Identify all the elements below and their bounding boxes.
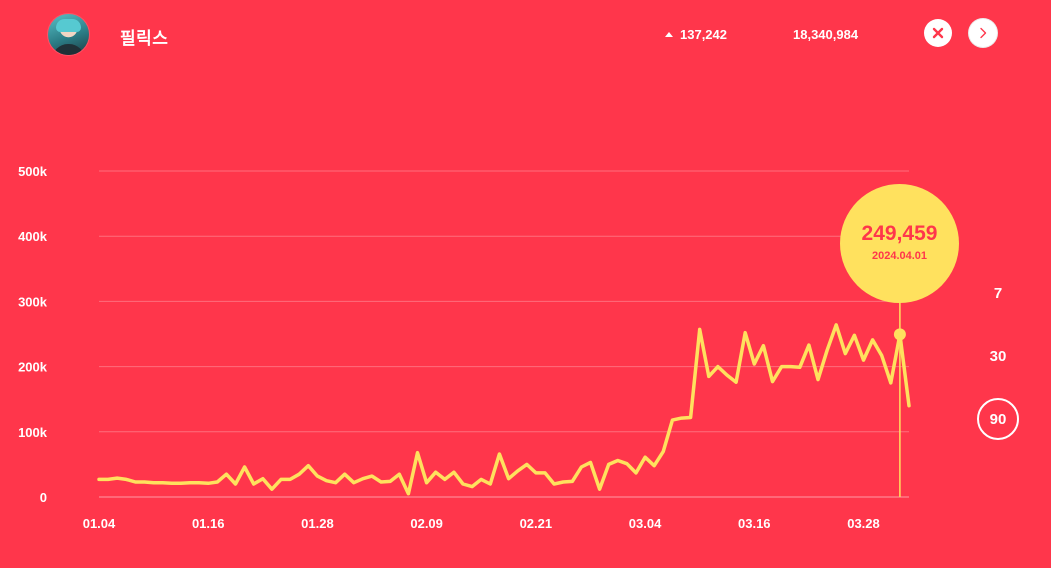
x-tick-label: 03.04 (629, 516, 662, 531)
total-count: 18,340,984 (793, 27, 859, 42)
range-option-30[interactable]: 30 (989, 347, 1007, 365)
close-icon (932, 27, 944, 39)
daily-change-value: 137,242 (680, 27, 727, 42)
y-tick-label: 0 (40, 490, 47, 505)
artist-avatar[interactable] (48, 14, 89, 55)
triangle-up-icon (665, 32, 673, 37)
x-tick-label: 01.04 (83, 516, 116, 531)
x-tick-label: 02.09 (410, 516, 443, 531)
y-tick-label: 200k (18, 360, 48, 375)
y-tick-label: 400k (18, 229, 48, 244)
highlight-date: 2024.04.01 (871, 249, 928, 262)
header: 필릭스 137,242 18,340,984 (0, 0, 1051, 70)
y-tick-label: 500k (18, 164, 48, 179)
next-button[interactable] (968, 18, 998, 48)
series-line (97, 323, 911, 496)
daily-change: 137,242 (665, 27, 727, 42)
avatar-hair (56, 19, 81, 32)
y-tick-label: 300k (18, 294, 48, 309)
highlight-bubble: 249,459 2024.04.01 (840, 184, 959, 303)
x-tick-label: 02.21 (520, 516, 553, 531)
range-option-90[interactable]: 90 (977, 398, 1019, 440)
x-tick-label: 01.28 (301, 516, 334, 531)
x-tick-label: 03.28 (847, 516, 880, 531)
artist-name: 필릭스 (120, 29, 169, 48)
highlight-value: 249,459 (861, 221, 938, 245)
avatar-shoulders (52, 44, 85, 55)
range-option-7[interactable]: 7 (993, 284, 1003, 302)
y-tick-label: 100k (18, 425, 48, 440)
close-button[interactable] (924, 19, 952, 47)
x-tick-label: 03.16 (738, 516, 771, 531)
highlight-point (893, 328, 906, 341)
x-tick-label: 01.16 (192, 516, 225, 531)
chevron-right-icon (980, 27, 987, 39)
